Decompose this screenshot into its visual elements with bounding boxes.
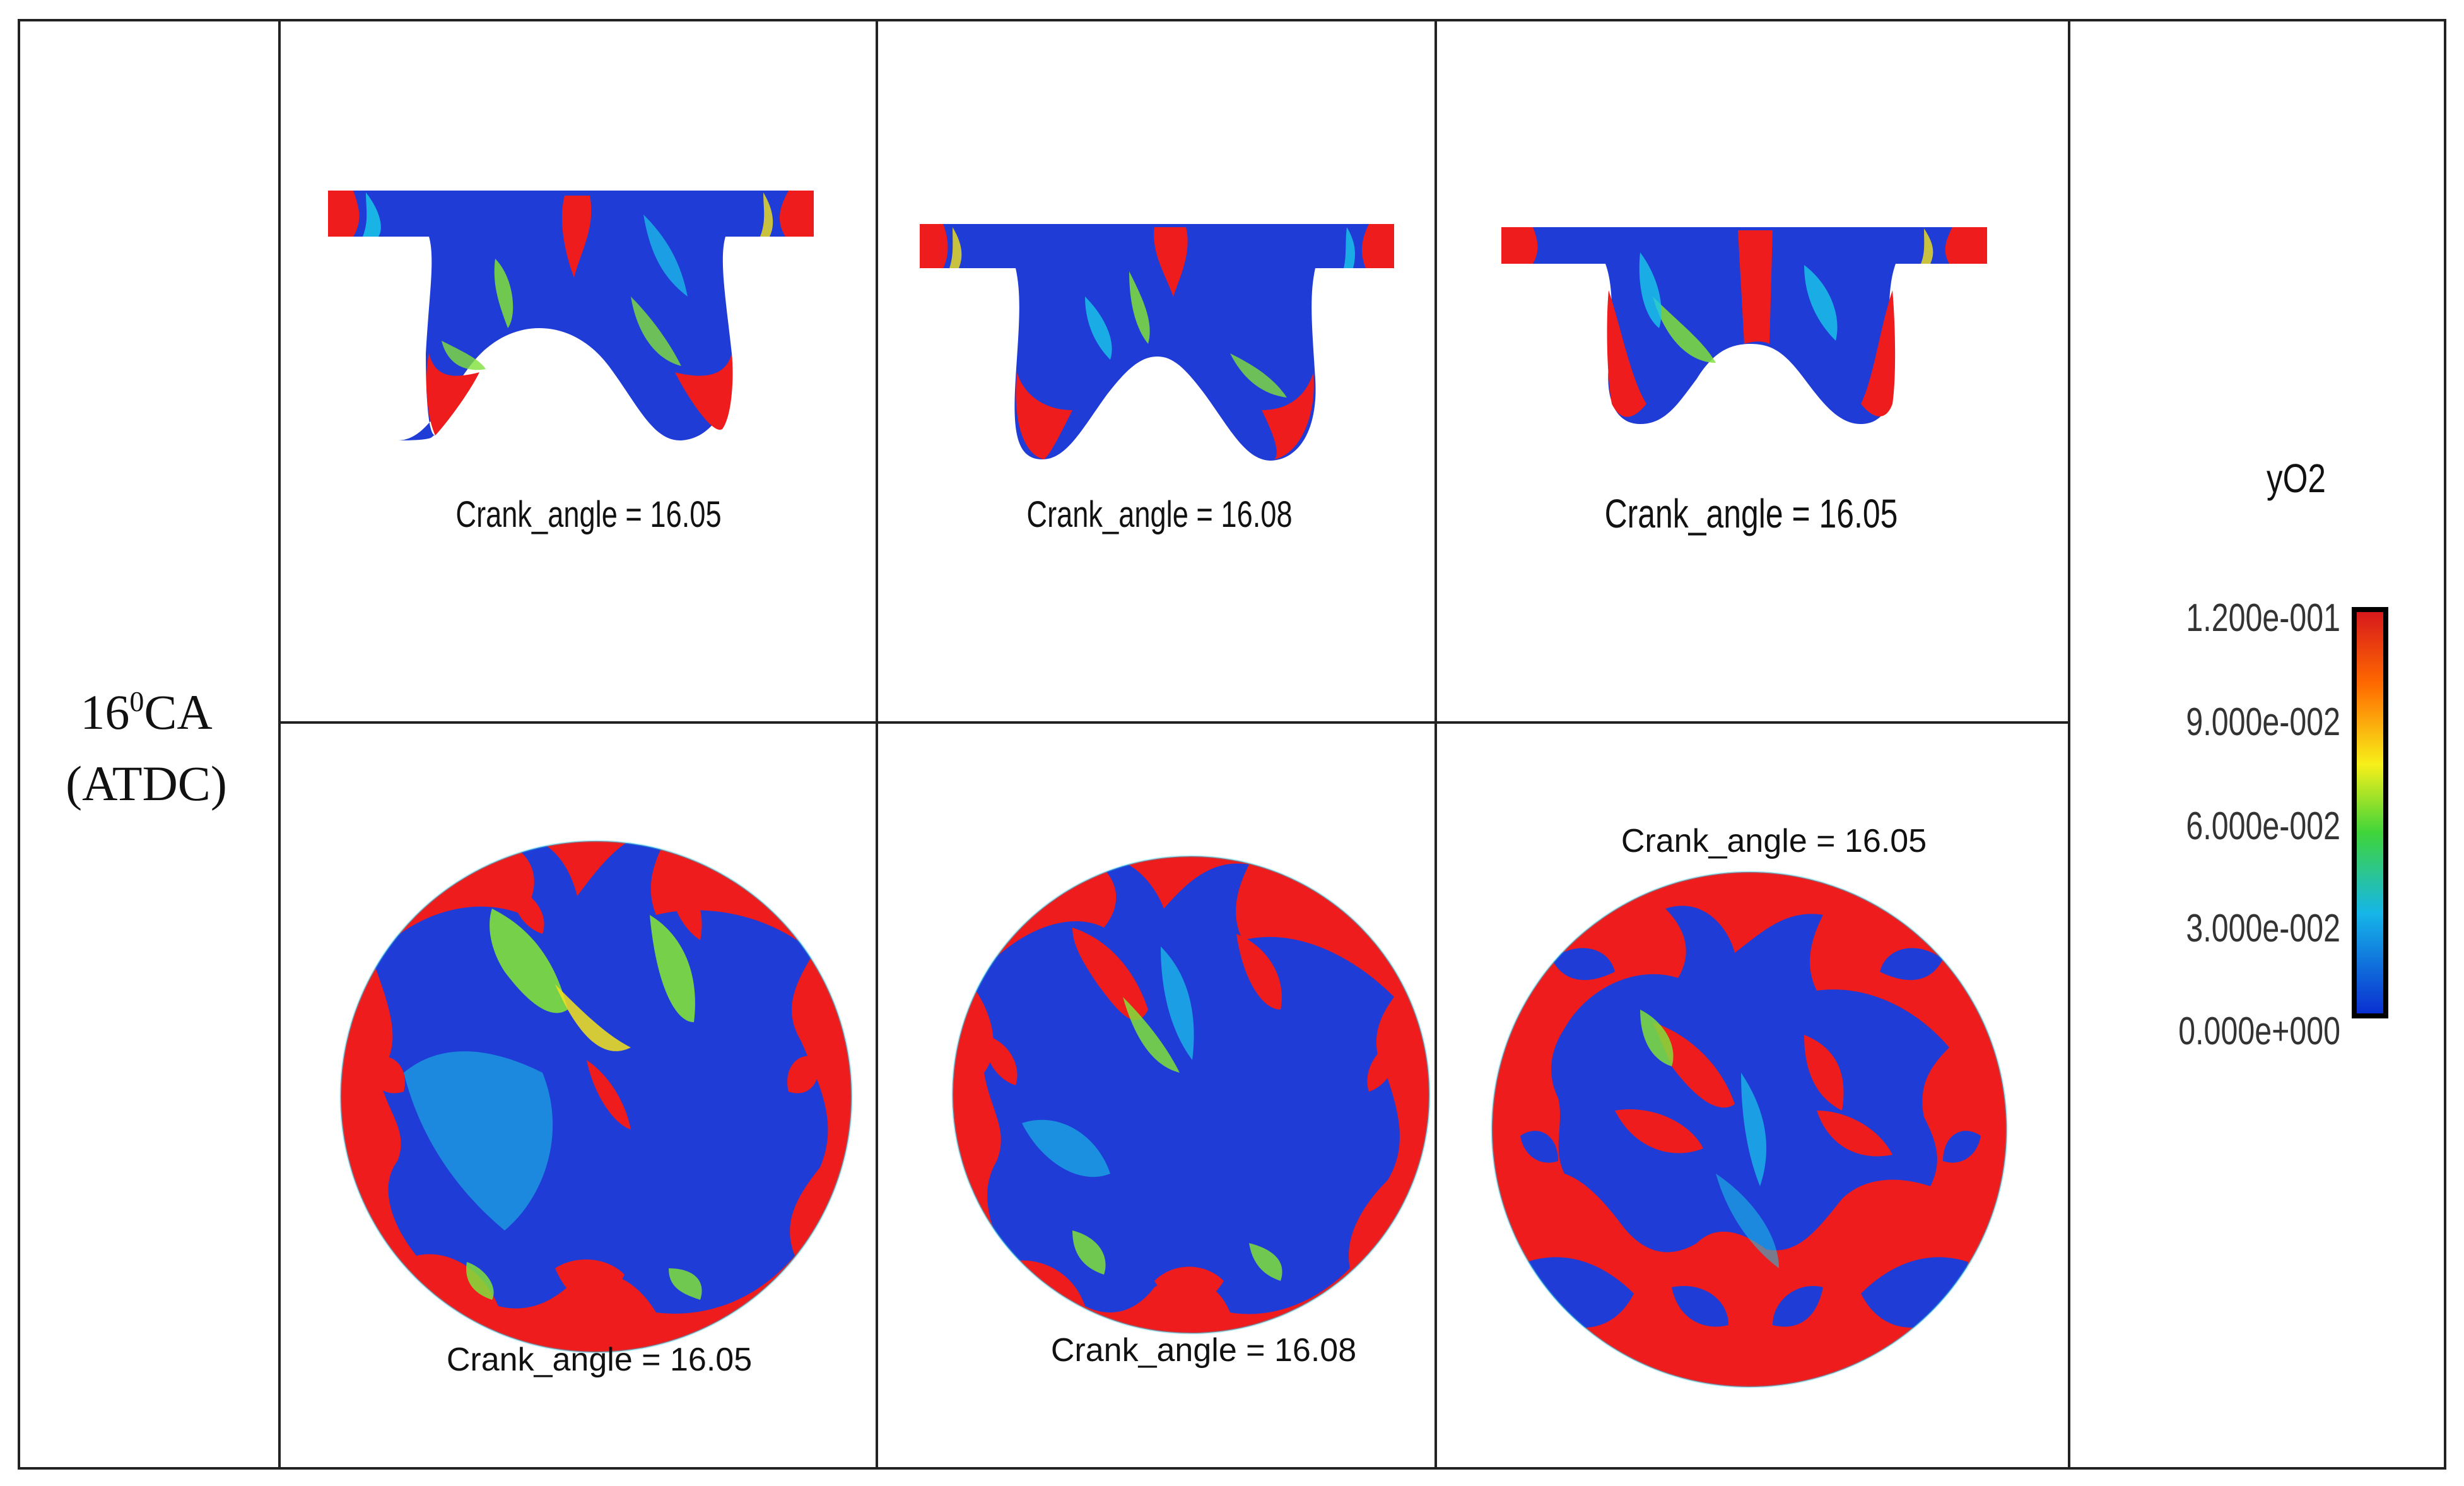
panel-caption: Crank_angle = 16.08 (1026, 495, 1292, 536)
svg-text:(ATDC): (ATDC) (66, 756, 227, 811)
legend-tick: 1.200e-001 (2186, 596, 2340, 639)
side-view-panel-2: Crank_angle = 16.08 (920, 224, 1394, 535)
legend-ticks: 1.200e-001 9.000e-002 6.000e-002 3.000e-… (2178, 596, 2340, 1053)
legend-tick: 3.000e-002 (2186, 906, 2340, 950)
side-view-contour-2 (920, 224, 1394, 461)
side-view-panel-1: Crank_angle = 16.05 (328, 191, 814, 535)
svg-text:160CA: 160CA (80, 685, 212, 740)
top-view-panel-3: Crank_angle = 16.05 (1491, 823, 2008, 1388)
table-grid (18, 19, 2446, 1470)
panel-caption: Crank_angle = 16.05 (1621, 823, 1927, 859)
legend-tick: 0.000e+000 (2178, 1009, 2340, 1053)
colorbar-legend: yO2 1.200e-001 9.000e-002 6.000e-002 3.0… (2178, 457, 2388, 1053)
top-view-panel-1: Crank_angle = 16.05 (339, 840, 853, 1378)
panel-caption: Crank_angle = 16.08 (1051, 1332, 1356, 1369)
top-view-panel-2: Crank_angle = 16.08 (951, 855, 1431, 1369)
legend-tick: 9.000e-002 (2186, 700, 2340, 743)
panel-caption: Crank_angle = 16.05 (1605, 492, 1898, 536)
panel-caption: Crank_angle = 16.05 (455, 495, 721, 536)
panel-caption: Crank_angle = 16.05 (447, 1342, 752, 1378)
row-label: 160CA (ATDC) (66, 685, 227, 811)
legend-tick: 6.000e-002 (2186, 804, 2340, 847)
side-view-panel-3: Crank_angle = 16.05 (1501, 227, 1987, 536)
legend-title: yO2 (2267, 457, 2326, 502)
